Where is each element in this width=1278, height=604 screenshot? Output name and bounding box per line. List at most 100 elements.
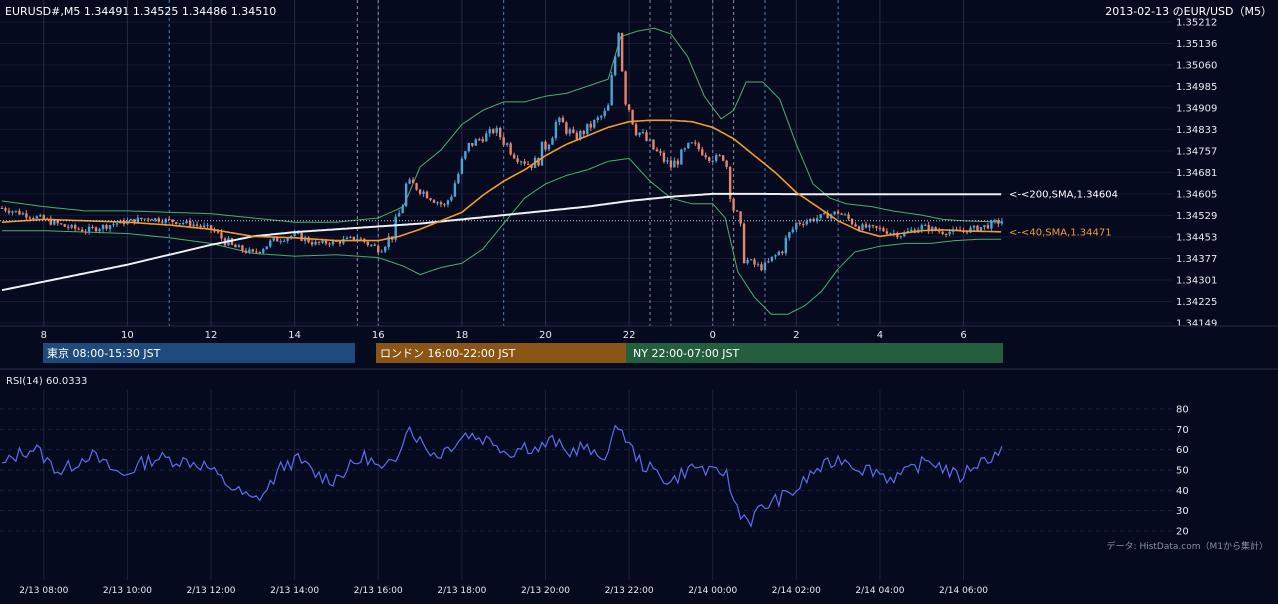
candle-body [28, 217, 32, 219]
candle-body [749, 259, 753, 261]
candle-body [42, 215, 46, 220]
candle-body [216, 231, 220, 233]
candle-body [133, 218, 136, 223]
candle-body [728, 166, 732, 199]
price-tick-label: 1.35212 [1176, 18, 1217, 29]
hour-tick-label: 20 [539, 330, 552, 341]
candle-body [662, 152, 666, 162]
candle-body [554, 122, 558, 139]
candle-body [972, 225, 976, 228]
candle-body [488, 129, 491, 134]
candle-body [272, 237, 275, 241]
candle-body [408, 179, 411, 184]
candle-body [439, 202, 443, 205]
candle-body [415, 183, 418, 190]
candle-body [373, 244, 376, 246]
hour-tick-label: 6 [960, 330, 966, 341]
candle-body [735, 210, 739, 212]
candle-body [244, 250, 248, 253]
datetime-axis: 2/13 08:00 2/13 10:00 2/13 12:00 2/13 14:00… [19, 586, 988, 596]
candle-body [502, 137, 505, 145]
candle-body [21, 213, 25, 215]
candle-body [467, 142, 471, 152]
sma-40-label: <-<40,SMA,1.34471 [1009, 227, 1112, 238]
hour-tick-label: 2 [793, 330, 799, 341]
candle-body [833, 211, 836, 215]
candle-body [871, 225, 875, 227]
datetime-tick-label: 2/13 10:00 [103, 586, 152, 596]
candle-body [641, 132, 645, 134]
candle-body [568, 129, 572, 134]
candle-body [436, 202, 439, 204]
candle-body [617, 33, 620, 57]
candle-body [924, 224, 927, 226]
candle-body [481, 139, 484, 142]
candle-body [941, 231, 944, 235]
datetime-tick-label: 2/13 16:00 [354, 586, 403, 596]
rsi-axis: 80 70 60 50 40 30 20 [1176, 405, 1189, 538]
candle-body [798, 222, 801, 225]
datetime-tick-label: 2/14 02:00 [772, 586, 821, 596]
candle-body [73, 225, 77, 229]
candle-body [349, 236, 352, 238]
hour-tick-label: 0 [710, 330, 716, 341]
candle-body [4, 208, 7, 211]
candle-body [753, 259, 756, 265]
candle-body [384, 246, 387, 252]
candle-body [930, 227, 934, 231]
candle-body [596, 117, 599, 121]
sma-40-line [1, 119, 1002, 242]
price-tick-label: 1.34453 [1176, 232, 1217, 243]
candle-body [652, 139, 655, 150]
price-tick-label: 1.34301 [1176, 275, 1217, 286]
candle-body [648, 139, 652, 141]
candle-body [377, 245, 380, 253]
candle-body [206, 225, 209, 227]
candle-body [714, 155, 718, 161]
candle-body [777, 251, 781, 256]
candle-body [544, 141, 547, 150]
candle-body [310, 242, 314, 245]
session-bar-london [376, 343, 626, 363]
candle-body [683, 148, 687, 150]
candle-body [882, 228, 885, 232]
datetime-tick-label: 2/14 00:00 [688, 586, 737, 596]
candle-body [220, 232, 223, 239]
hour-tick-label: 12 [205, 330, 218, 341]
candle-body [756, 264, 760, 266]
candle-body [826, 212, 829, 219]
rsi-tick-label: 70 [1176, 425, 1189, 436]
candle-body [687, 142, 690, 149]
candle-body [143, 218, 147, 220]
candle-body [885, 231, 889, 234]
candle-body [910, 229, 913, 232]
price-tick-label: 1.34985 [1176, 82, 1217, 93]
candle-body [565, 122, 568, 134]
candle-body [366, 241, 370, 246]
candle-body [586, 123, 589, 134]
candle-body [425, 191, 429, 199]
data-credit: データ: HistData.com（M1から集計） [1107, 540, 1268, 552]
candle-body [795, 222, 798, 230]
candle-body [492, 129, 495, 133]
price-tick-label: 1.34149 [1176, 319, 1217, 330]
candle-body [77, 228, 80, 230]
candle-body [457, 173, 460, 184]
candle-body [464, 151, 467, 159]
datetime-tick-label: 2/13 08:00 [19, 586, 68, 596]
candle-body [300, 232, 303, 241]
candle-body [889, 233, 892, 235]
candle-body [105, 224, 108, 229]
rsi-grid [0, 390, 1172, 580]
candle-body [453, 183, 457, 197]
candle-body [690, 142, 693, 144]
price-axis: 1.35212 1.35136 1.35060 1.34985 1.34909 1.348… [1176, 18, 1217, 330]
candle-body [411, 179, 415, 184]
candle-body [944, 234, 948, 236]
candle-body [770, 256, 774, 262]
candle-body [422, 191, 425, 194]
hour-tick-label: 14 [288, 330, 301, 341]
candle-body [812, 219, 815, 222]
rsi-tick-label: 80 [1176, 405, 1189, 416]
candle-body [209, 225, 213, 230]
